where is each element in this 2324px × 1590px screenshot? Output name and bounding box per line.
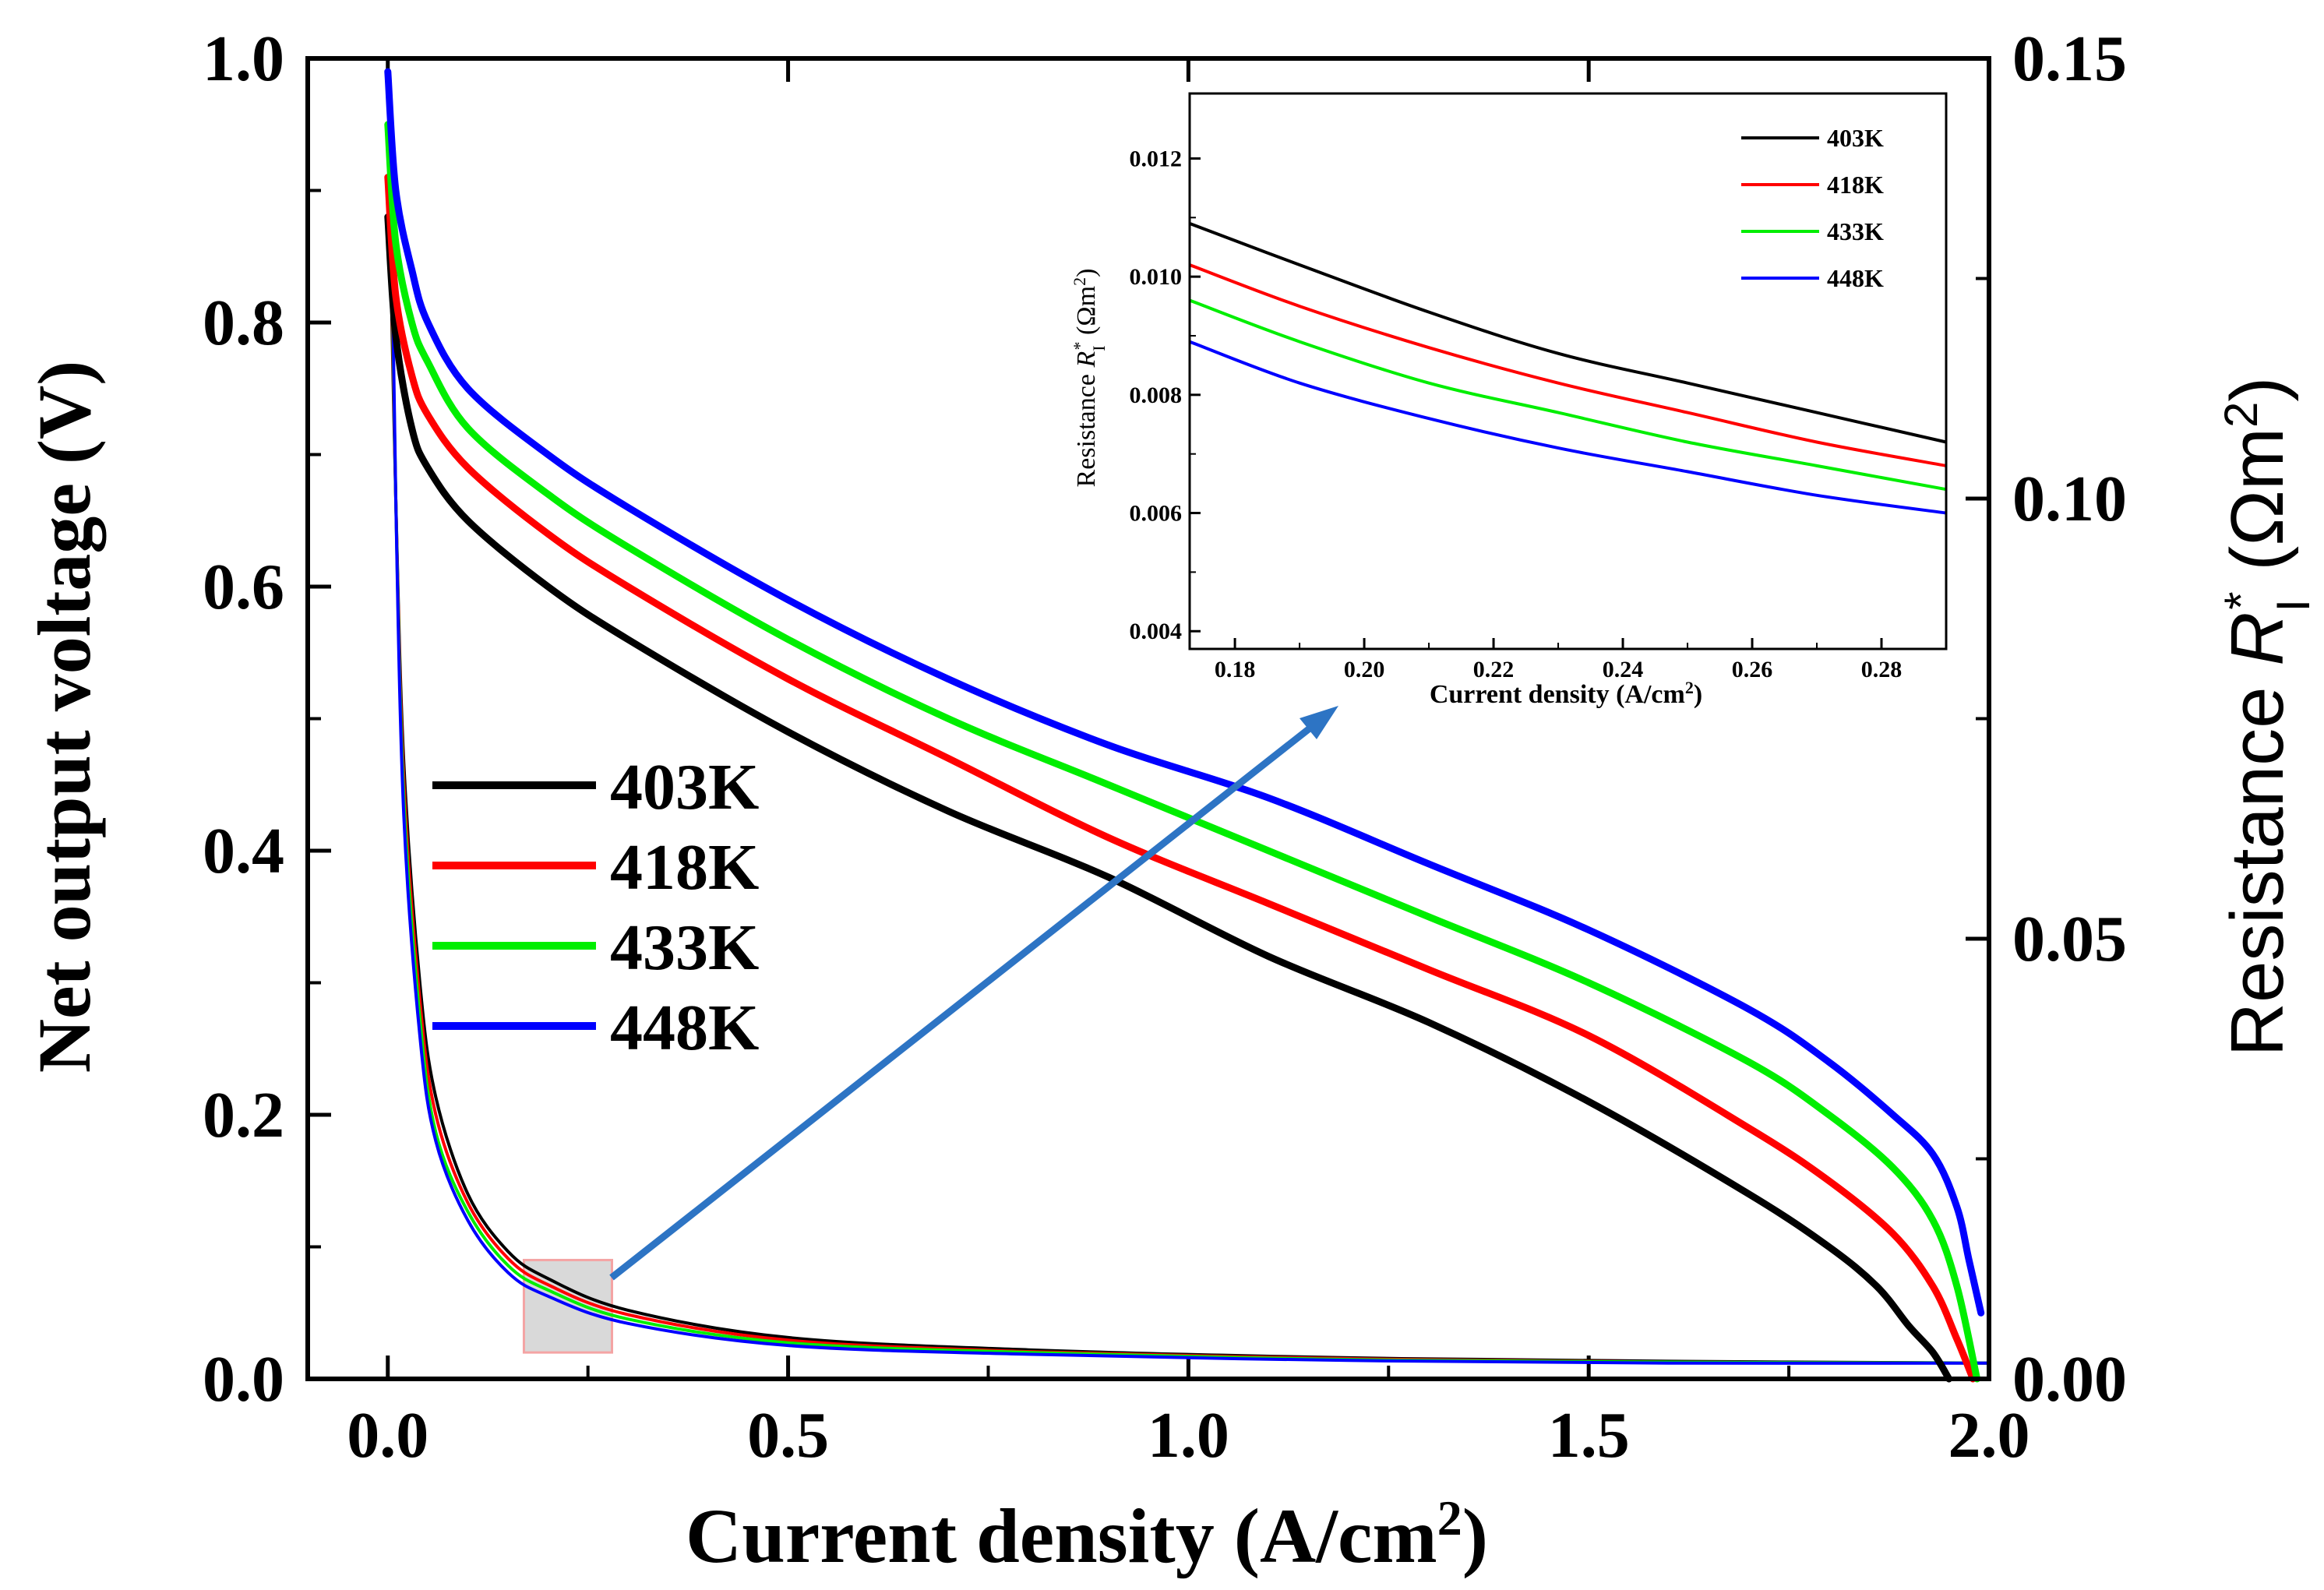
inset-y-tick-label: 0.004: [1130, 619, 1183, 644]
inset-curve-433K: [1189, 298, 1947, 492]
voltage-curve-433K: [384, 121, 1981, 1383]
inset-x-tick-label: 0.20: [1344, 657, 1385, 682]
main-voltage-curves: [384, 68, 1985, 1383]
inset-y-tick-label: 0.010: [1130, 264, 1183, 290]
y-axis-title: Net output voltage (V): [23, 361, 106, 1074]
inset-legend-label-448K: 448K: [1827, 264, 1884, 292]
x-tick-label: 0.5: [747, 1399, 829, 1472]
main-plot-frame: [305, 56, 1991, 1381]
zoom-arrow-head: [1300, 706, 1338, 739]
main-resistance-curves: [388, 102, 1990, 1365]
x-axis-title: Current density (A/cm2): [686, 1490, 1488, 1580]
y2-tick-label: 0.00: [2012, 1343, 2127, 1415]
main-tick-labels: 0.0 0.5 1.0 1.5 2.0 0.0 0.2 0.4 0.6 0.8 1.0 0.00 0.0…: [203, 23, 2127, 1472]
inset-legend-label-433K: 433K: [1827, 217, 1884, 245]
resistance-curve-448K: [388, 102, 1990, 1365]
legend-label-448K: 448K: [610, 992, 759, 1064]
y2-tick-label: 0.05: [2012, 903, 2127, 975]
y-tick-label: 0.2: [203, 1079, 284, 1151]
y-tick-label: 0.6: [203, 551, 284, 623]
inset-background: [1190, 93, 1946, 649]
inset-y-tick-label: 0.008: [1130, 383, 1183, 408]
legend-label-433K: 433K: [610, 911, 759, 984]
inset-x-tick-label: 0.22: [1473, 657, 1515, 682]
inset-y-tick-label: 0.012: [1130, 146, 1183, 171]
inset-x-tick-label: 0.26: [1732, 657, 1773, 682]
inset-curve-448K: [1189, 340, 1947, 515]
inset-curve-403K: [1189, 222, 1947, 444]
y-tick-label: 0.4: [203, 815, 284, 887]
y-tick-label: 0.8: [203, 287, 284, 359]
voltage-curve-418K: [384, 174, 1977, 1383]
inset-x-tick-label: 0.18: [1215, 657, 1256, 682]
y-tick-label: 1.0: [203, 23, 284, 95]
x-tick-label: 1.0: [1148, 1399, 1229, 1472]
inset-x-tick-label: 0.24: [1603, 657, 1644, 682]
inset-legend-label-403K: 403K: [1827, 124, 1884, 152]
inset-plot-frame: [1188, 92, 1948, 650]
x-tick-label: 0.0: [347, 1399, 428, 1472]
voltage-curve-448K: [384, 68, 1985, 1317]
inset-x-axis-title: Current density (A/cm2): [1430, 678, 1702, 710]
y2-axis-title: Resistance RI* (Ωm2): [2215, 377, 2319, 1057]
y-tick-label: 0.0: [203, 1343, 284, 1415]
inset-y-tick-label: 0.006: [1130, 501, 1183, 527]
legend-label-418K: 418K: [610, 831, 759, 904]
voltage-curve-403K: [384, 213, 1953, 1383]
inset-curves: [1189, 222, 1947, 515]
y2-tick-label: 0.10: [2012, 463, 2127, 535]
inset-tick-labels: 0.18 0.20 0.22 0.24 0.26 0.28 0.004 0.006 0.008 0…: [1130, 146, 1903, 682]
inset-legend: 403K 418K 433K 448K: [1741, 124, 1884, 292]
x-tick-label: 1.5: [1548, 1399, 1630, 1472]
legend-label-403K: 403K: [610, 751, 759, 823]
zoom-arrow: [609, 714, 1327, 1281]
main-chart: 0.0 0.5 1.0 1.5 2.0 0.0 0.2 0.4 0.6 0.8 1.0 0.00 0.0…: [23, 23, 2319, 1579]
y2-tick-label: 0.15: [2012, 23, 2127, 95]
x-tick-label: 2.0: [1948, 1399, 2030, 1472]
inset-y-axis-title: Resistance RI* (Ωm2): [1070, 269, 1109, 488]
inset-x-tick-label: 0.28: [1861, 657, 1903, 682]
inset-curve-418K: [1189, 263, 1947, 467]
inset-chart: 0.18 0.20 0.22 0.24 0.26 0.28 0.004 0.006 0.008 0…: [1070, 92, 1948, 710]
inset-legend-label-418K: 418K: [1827, 171, 1884, 199]
